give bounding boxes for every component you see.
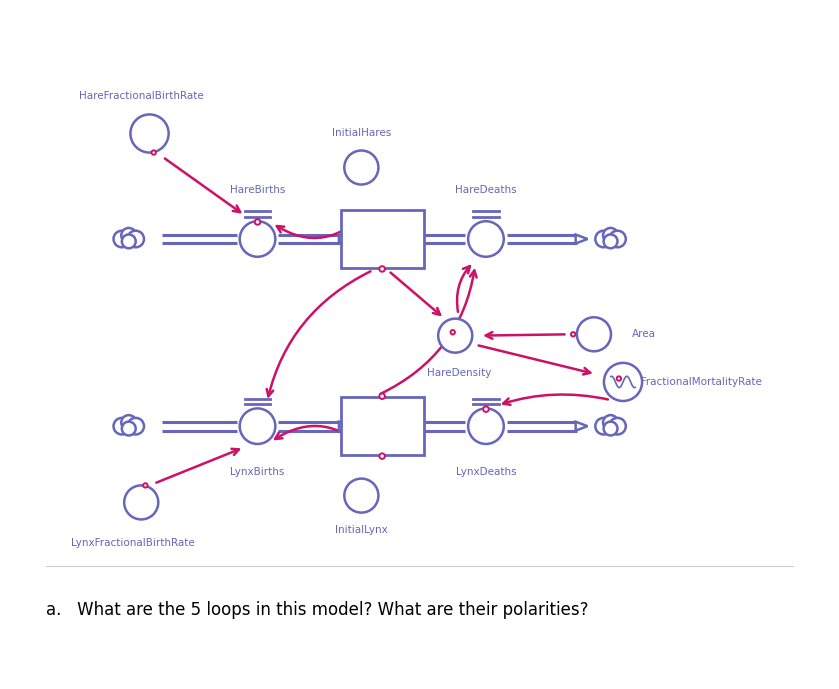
Circle shape: [344, 150, 378, 185]
Text: HareDensity: HareDensity: [427, 368, 492, 378]
FancyBboxPatch shape: [341, 210, 424, 268]
Polygon shape: [339, 234, 351, 243]
FancyBboxPatch shape: [341, 398, 424, 455]
Circle shape: [240, 221, 275, 257]
Circle shape: [379, 453, 385, 459]
Circle shape: [604, 363, 642, 401]
Circle shape: [609, 418, 626, 435]
Circle shape: [128, 418, 144, 435]
Circle shape: [379, 393, 385, 399]
Circle shape: [128, 231, 144, 247]
Text: LynxFractionalBirthRate: LynxFractionalBirthRate: [71, 538, 195, 548]
Text: Area: Area: [632, 329, 656, 339]
Circle shape: [468, 221, 503, 257]
Text: Lynx: Lynx: [367, 420, 397, 433]
Text: LynxDeaths: LynxDeaths: [456, 467, 516, 477]
Circle shape: [344, 479, 378, 513]
Text: HareFractionalBirthRate: HareFractionalBirthRate: [79, 91, 204, 101]
Circle shape: [468, 409, 503, 444]
Circle shape: [617, 376, 621, 381]
Circle shape: [130, 114, 169, 152]
Circle shape: [603, 234, 618, 248]
Circle shape: [122, 234, 136, 248]
Circle shape: [596, 231, 612, 247]
Circle shape: [240, 409, 275, 444]
Circle shape: [438, 318, 472, 353]
Text: InitialLynx: InitialLynx: [335, 524, 388, 535]
Circle shape: [122, 228, 136, 243]
Circle shape: [603, 422, 618, 435]
Text: LynxBirths: LynxBirths: [231, 467, 284, 477]
Circle shape: [122, 422, 136, 435]
Circle shape: [596, 418, 612, 435]
Text: LynxFractionalMortalityRate: LynxFractionalMortalityRate: [617, 377, 762, 387]
Text: InitialHares: InitialHares: [331, 128, 391, 138]
Circle shape: [143, 483, 148, 488]
Circle shape: [379, 266, 385, 271]
Polygon shape: [339, 422, 351, 431]
Circle shape: [451, 330, 455, 334]
Text: a.   What are the 5 loops in this model? What are their polarities?: a. What are the 5 loops in this model? W…: [45, 601, 588, 619]
Circle shape: [483, 407, 489, 412]
Circle shape: [113, 231, 130, 247]
Text: HareBirths: HareBirths: [230, 185, 285, 195]
Circle shape: [603, 415, 618, 430]
Polygon shape: [576, 234, 587, 243]
Text: Hares: Hares: [363, 232, 401, 245]
Circle shape: [577, 317, 611, 351]
Circle shape: [603, 228, 618, 243]
Circle shape: [113, 418, 130, 435]
Circle shape: [152, 150, 156, 155]
Circle shape: [255, 219, 260, 225]
Circle shape: [571, 332, 576, 336]
Polygon shape: [576, 422, 587, 431]
Circle shape: [122, 415, 136, 430]
Text: HareDeaths: HareDeaths: [455, 185, 517, 195]
Circle shape: [609, 231, 626, 247]
Circle shape: [124, 485, 159, 520]
